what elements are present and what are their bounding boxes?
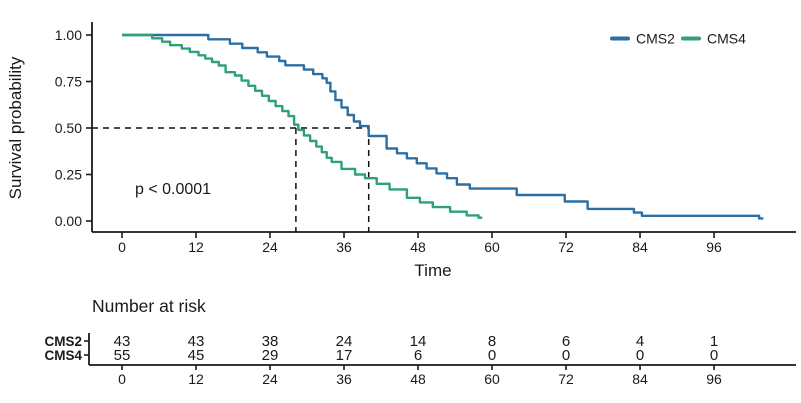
risk-count-cell: 55 — [114, 347, 131, 364]
x-tick-label: 12 — [188, 239, 204, 255]
risk-x-tick-label: 60 — [484, 371, 500, 387]
cms4-survival-curve — [122, 33, 483, 219]
risk-count-cell: 43 — [188, 333, 205, 350]
x-axis-ticks: 0 12 24 36 48 60 72 84 96 — [118, 232, 722, 255]
x-tick-label: 48 — [410, 239, 426, 255]
risk-row-label-cms2: CMS2 — [44, 334, 82, 349]
risk-count-cell: 38 — [262, 333, 279, 350]
risk-count-cell: 29 — [262, 347, 279, 364]
risk-count-cell: 45 — [188, 347, 205, 364]
y-tick-label: 1.00 — [55, 27, 82, 43]
risk-x-tick-label: 72 — [558, 371, 574, 387]
x-axis-title: Time — [414, 261, 451, 280]
plot-axes: 1.00 0.75 0.50 0.25 0.00 0 12 24 36 48 60 72 84 96 — [55, 22, 796, 255]
risk-count-cell: 0 — [562, 347, 570, 364]
y-tick-label: 0.75 — [55, 74, 82, 90]
median-reference-lines — [92, 127, 370, 232]
risk-count-cell: 6 — [562, 333, 570, 350]
x-tick-label: 0 — [118, 239, 126, 255]
cms2-legend-label: CMS2 — [636, 31, 675, 47]
risk-count-cell: 4 — [636, 333, 644, 350]
x-tick-label: 72 — [558, 239, 574, 255]
risk-count-cell: 6 — [414, 347, 422, 364]
y-tick-label: 0.00 — [55, 213, 82, 229]
risk-count-cell: 0 — [636, 347, 644, 364]
p-value-annotation: p < 0.0001 — [135, 181, 211, 198]
risk-x-tick-label: 0 — [118, 371, 126, 387]
risk-x-tick-label: 24 — [262, 371, 278, 387]
x-tick-label: 84 — [632, 239, 648, 255]
cms4-legend-label: CMS4 — [707, 31, 746, 47]
risk-count-cell: 14 — [410, 333, 427, 350]
risk-count-cell: 8 — [488, 333, 496, 350]
risk-count-cell: 0 — [488, 347, 496, 364]
risk-count-cell: 17 — [336, 347, 353, 364]
risk-x-tick-label: 96 — [706, 371, 722, 387]
risk-x-tick-label: 84 — [632, 371, 648, 387]
y-tick-label: 0.50 — [55, 120, 82, 136]
number-at-risk-table: Number at risk CMS2 CMS4 43 43 38 24 14 8 6 4 1 5… — [44, 296, 796, 387]
risk-axis-ticks: 0 12 24 36 48 60 72 84 96 — [118, 365, 722, 387]
x-tick-label: 24 — [262, 239, 278, 255]
risk-row-label-cms4: CMS4 — [44, 348, 82, 363]
y-tick-label: 0.25 — [55, 167, 82, 183]
risk-count-cell: 0 — [710, 347, 718, 364]
x-tick-label: 96 — [706, 239, 722, 255]
risk-count-cell: 43 — [114, 333, 131, 350]
y-axis-title: Survival probability — [6, 56, 25, 199]
cms2-survival-curve — [122, 33, 764, 220]
risk-x-tick-label: 12 — [188, 371, 204, 387]
x-tick-label: 36 — [336, 239, 352, 255]
risk-x-tick-label: 36 — [336, 371, 352, 387]
risk-count-cell: 24 — [336, 333, 353, 350]
risk-table-title: Number at risk — [92, 296, 206, 316]
legend: CMS2 CMS4 — [610, 31, 746, 47]
risk-count-cell: 1 — [710, 333, 718, 350]
risk-x-tick-label: 48 — [410, 371, 426, 387]
x-tick-label: 60 — [484, 239, 500, 255]
risk-value-cells: 43 43 38 24 14 8 6 4 155 45 29 17 6 0 0 0 0 — [114, 333, 719, 364]
y-axis-ticks: 1.00 0.75 0.50 0.25 0.00 — [55, 27, 92, 229]
